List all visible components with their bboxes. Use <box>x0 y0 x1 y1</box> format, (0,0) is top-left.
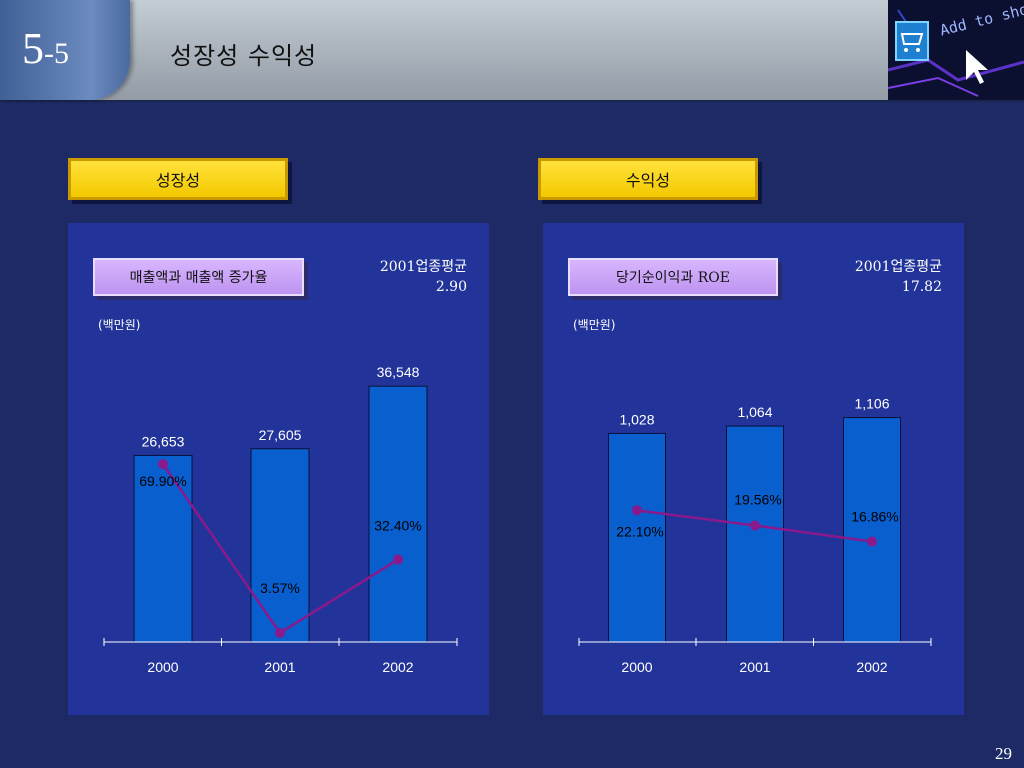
rate-point-2001 <box>275 627 285 638</box>
bar-2000 <box>133 454 193 643</box>
growth-industry-average: 2001업종평균 2.90 <box>380 257 467 297</box>
cart-icon <box>895 21 929 61</box>
profitability-avg-label: 2001업종평균 <box>854 259 942 275</box>
page-number: 29 <box>995 744 1012 763</box>
section-number-major: 5 <box>22 24 44 73</box>
cursor-icon <box>966 50 988 84</box>
profitability-chart-title: 당기순이익과 ROE <box>568 258 778 296</box>
rate-value-label-2002: 16.86% <box>851 509 898 525</box>
section-number-minor: -5 <box>44 37 69 70</box>
x-tick-label-2001: 2001 <box>264 659 295 675</box>
rate-point-2000 <box>158 459 168 470</box>
growth-section-label: 성장성 <box>68 158 288 200</box>
rate-value-label-2000: 22.10% <box>616 523 663 539</box>
circuit-image <box>888 0 1024 100</box>
bar-2002 <box>843 417 901 643</box>
rate-point-2002 <box>393 554 403 565</box>
slide-header: 5-5 성장성 수익성 Add to shoppi <box>0 0 1024 102</box>
growth-avg-label: 2001업종평균 <box>379 259 467 275</box>
bar-2002 <box>368 385 428 643</box>
profitability-chart: 1,028 1,064 1,106 2000 2001 2002 22.10% 19.56% 1… <box>578 396 932 675</box>
profitability-industry-average: 2001업종평균 17.82 <box>855 257 942 297</box>
rate-point-2002 <box>867 536 877 547</box>
profitability-chart-panel: 1,028 1,064 1,106 2000 2001 2002 22.10% 19.56% 1… <box>543 223 964 715</box>
x-tick-label-2001: 2001 <box>739 659 770 675</box>
bar-2001 <box>726 425 784 643</box>
profitability-unit-label: (백만원) <box>573 318 616 332</box>
rate-point-2001 <box>750 520 760 531</box>
page-title: 성장성 수익성 <box>170 42 318 70</box>
x-tick-label-2000: 2000 <box>147 659 178 675</box>
growth-chart: 26,653 27,605 36,548 2000 2001 2002 69.90% 3.57… <box>103 364 458 675</box>
growth-unit-label: (백만원) <box>98 318 141 332</box>
header-photo: Add to shoppi <box>888 0 1024 100</box>
bar-2000 <box>608 432 666 643</box>
rate-value-label-2002: 32.40% <box>374 518 421 534</box>
bar-value-label-2001: 27,605 <box>259 427 302 443</box>
x-tick-label-2002: 2002 <box>382 659 413 675</box>
rate-point-2000 <box>632 505 642 516</box>
rate-value-label-2000: 69.90% <box>139 473 186 489</box>
x-tick-label-2000: 2000 <box>621 659 652 675</box>
x-tick-label-2002: 2002 <box>856 659 887 675</box>
bar-value-label-2001: 1,064 <box>737 404 772 420</box>
bar-value-label-2002: 36,548 <box>377 364 420 380</box>
bar-value-label-2002: 1,106 <box>854 396 889 412</box>
bar-2001 <box>250 448 310 643</box>
bar-value-label-2000: 26,653 <box>142 433 185 449</box>
section-number: 5-5 <box>22 24 69 79</box>
bar-value-label-2000: 1,028 <box>619 411 654 427</box>
growth-avg-value: 2.90 <box>435 279 467 295</box>
rate-value-label-2001: 3.57% <box>260 580 300 596</box>
growth-chart-title: 매출액과 매출액 증가율 <box>93 258 304 296</box>
section-number-tab: 5-5 <box>0 0 130 100</box>
profitability-avg-value: 17.82 <box>901 279 942 295</box>
profitability-section-label: 수익성 <box>538 158 758 200</box>
growth-chart-panel: 26,653 27,605 36,548 2000 2001 2002 69.90% 3.57… <box>68 223 489 715</box>
rate-value-label-2001: 19.56% <box>734 491 781 507</box>
